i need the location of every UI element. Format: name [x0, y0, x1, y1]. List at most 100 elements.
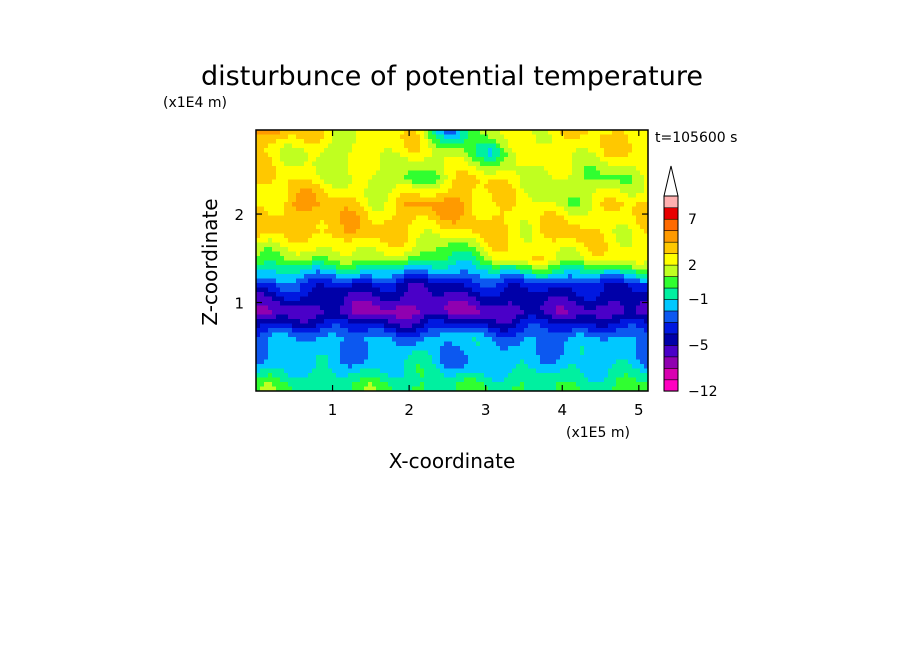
field-cell [596, 233, 601, 239]
field-cell [536, 197, 541, 203]
field-cell [532, 148, 537, 153]
field-cell [520, 139, 525, 144]
field-cell [580, 143, 585, 149]
field-cell [504, 211, 509, 216]
field-cell [420, 247, 425, 252]
field-cell [644, 188, 649, 194]
field-cell [560, 278, 565, 284]
field-cell [360, 292, 365, 297]
field-cell [404, 305, 409, 311]
field-cell [396, 332, 401, 338]
field-cell [272, 188, 277, 194]
field-cell [304, 251, 309, 257]
field-cell [280, 211, 285, 216]
field-cell [312, 170, 317, 176]
field-cell [296, 211, 301, 216]
field-cell [344, 202, 349, 207]
field-cell [504, 157, 509, 162]
field-cell [300, 161, 305, 167]
field-cell [592, 319, 597, 324]
field-cell [584, 224, 589, 230]
field-cell [576, 278, 581, 284]
field-cell [356, 265, 361, 270]
field-cell [272, 328, 277, 333]
field-cell [336, 220, 341, 225]
field-cell [392, 238, 397, 243]
field-cell [616, 278, 621, 284]
field-cell [452, 193, 457, 198]
field-cell [440, 283, 445, 288]
field-cell [460, 337, 465, 342]
field-cell [412, 143, 417, 149]
field-cell [268, 355, 273, 360]
field-cell [284, 274, 289, 279]
field-cell [304, 337, 309, 342]
field-cell [364, 247, 369, 252]
field-cell [272, 242, 277, 248]
field-cell [440, 179, 445, 185]
field-cell [504, 224, 509, 230]
field-cell [500, 337, 505, 342]
field-cell [320, 332, 325, 338]
field-cell [380, 229, 385, 234]
field-cell [432, 260, 437, 266]
field-cell [528, 148, 533, 153]
field-cell [256, 278, 261, 284]
field-cell [372, 256, 377, 261]
field-cell [388, 130, 393, 135]
field-cell [396, 139, 401, 144]
field-cell [316, 337, 321, 342]
field-cell [532, 310, 537, 315]
field-cell [524, 328, 529, 333]
field-cell [420, 130, 425, 135]
field-cell [488, 265, 493, 270]
field-cell [300, 350, 305, 356]
field-cell [296, 242, 301, 248]
field-cell [596, 193, 601, 198]
field-cell [528, 220, 533, 225]
field-cell [452, 346, 457, 351]
field-cell [416, 188, 421, 194]
field-cell [424, 305, 429, 311]
field-cell [372, 206, 377, 212]
field-cell [452, 310, 457, 315]
field-cell [400, 305, 405, 311]
field-cell [272, 179, 277, 185]
field-cell [392, 337, 397, 342]
field-cell [456, 310, 461, 315]
field-cell [324, 305, 329, 311]
field-cell [440, 139, 445, 144]
field-cell [356, 220, 361, 225]
field-cell [464, 161, 469, 167]
field-cell [400, 319, 405, 324]
field-cell [316, 283, 321, 288]
field-cell [448, 220, 453, 225]
field-cell [644, 139, 649, 144]
field-cell [256, 283, 261, 288]
field-cell [348, 229, 353, 234]
field-cell [444, 274, 449, 279]
field-cell [592, 157, 597, 162]
field-cell [284, 170, 289, 176]
field-cell [388, 184, 393, 189]
field-cell [280, 152, 285, 158]
field-cell [280, 296, 285, 302]
field-cell [468, 256, 473, 261]
field-cell [368, 130, 373, 135]
field-cell [624, 229, 629, 234]
field-cell [412, 256, 417, 261]
field-cell [560, 332, 565, 338]
field-cell [400, 179, 405, 185]
field-cell [480, 305, 485, 311]
field-cell [436, 274, 441, 279]
field-cell [336, 166, 341, 171]
field-cell [584, 170, 589, 176]
field-cell [416, 233, 421, 239]
field-cell [620, 314, 625, 320]
field-cell [644, 215, 649, 221]
field-cell [284, 355, 289, 360]
field-cell [272, 215, 277, 221]
field-cell [492, 292, 497, 297]
field-cell [536, 301, 541, 306]
field-cell [516, 161, 521, 167]
